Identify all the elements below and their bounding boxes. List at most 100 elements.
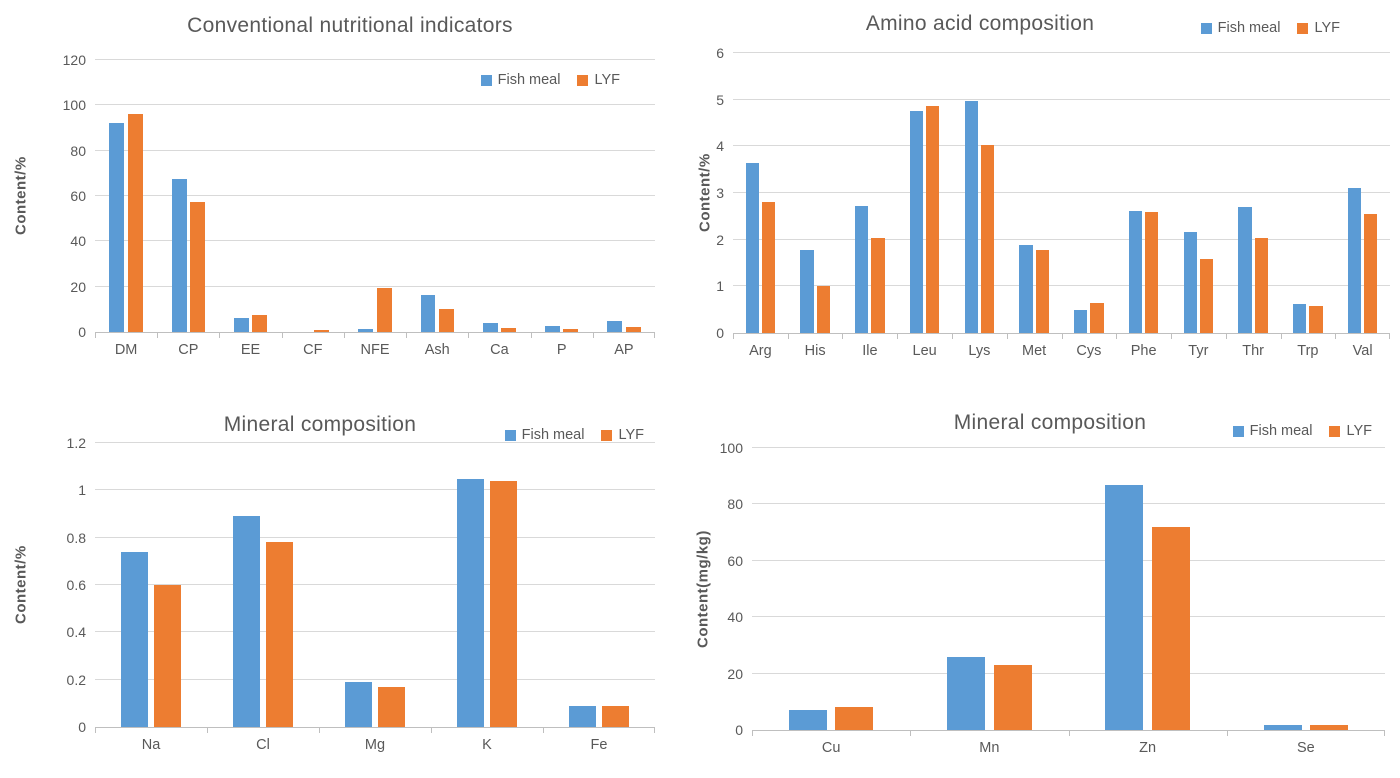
bar-fish-meal-K — [457, 478, 484, 727]
x-category-label: Thr — [1242, 343, 1264, 359]
bar-fish-meal-Lys — [964, 101, 978, 333]
x-category-label: Cl — [256, 737, 270, 753]
chart-legend: Fish meal LYF — [504, 427, 644, 443]
bar-fish-meal-Ile — [855, 206, 869, 333]
x-tick-mark — [95, 332, 96, 338]
x-category-label: DM — [114, 342, 138, 358]
bar-fish-meal-P — [545, 325, 560, 332]
x-category-label: Na — [141, 737, 161, 753]
x-tick-mark — [219, 332, 221, 338]
bar-fish-meal-Val — [1347, 188, 1362, 333]
gridline — [95, 59, 655, 60]
bar-lyf-P — [563, 329, 579, 332]
gridline — [95, 240, 655, 242]
x-tick-mark — [157, 332, 159, 338]
gridline — [95, 536, 655, 538]
y-tick-label: 5 — [716, 91, 724, 108]
bar-lyf-Cys — [1090, 303, 1104, 333]
y-tick-label: 0.2 — [66, 671, 86, 688]
x-category-label: Tyr — [1188, 343, 1209, 359]
x-category-label: Se — [1297, 740, 1315, 756]
gridline — [733, 238, 1390, 240]
bar-lyf-Thr — [1254, 237, 1268, 333]
y-axis-tick-labels: 0 20 40 60 80 100 120 — [0, 52, 86, 340]
x-tick-mark — [951, 333, 953, 339]
bar-fish-meal-Mg — [345, 682, 372, 727]
legend-swatch-fish-meal-icon — [480, 74, 492, 86]
chart-legend: Fish meal LYF — [1200, 20, 1340, 36]
chart-title: Amino acid composition — [865, 12, 1095, 35]
x-category-label: Lys — [968, 343, 991, 359]
x-tick-mark — [207, 727, 208, 733]
x-category-label: Ca — [490, 342, 509, 358]
bar-fish-meal-Phe — [1128, 210, 1143, 333]
bar-fish-meal-Se — [1263, 724, 1302, 730]
chart-mineral-composition-mgkg: Mineral composition Fish meal LYF Content… — [695, 389, 1400, 778]
bar-lyf-Trp — [1309, 306, 1323, 333]
x-category-label: Ile — [862, 343, 878, 359]
gridline — [752, 503, 1385, 505]
gridline — [733, 145, 1390, 147]
chart-title: Mineral composition — [953, 411, 1147, 434]
y-tick-label: 0.8 — [66, 529, 86, 546]
chart-amino-acid-composition: Amino acid composition Fish meal LYF Cont… — [697, 0, 1400, 389]
bar-lyf-Se — [1310, 724, 1349, 730]
x-tick-mark — [1226, 730, 1228, 736]
chart-title: Conventional nutritional indicators — [187, 14, 513, 37]
chart-title: Mineral composition — [223, 413, 417, 436]
bar-lyf-NFE — [376, 287, 392, 332]
x-tick-mark — [787, 333, 789, 339]
bar-fish-meal-Met — [1019, 244, 1033, 333]
y-tick-label: 20 — [70, 278, 86, 295]
plot-area — [752, 447, 1385, 736]
bar-lyf-CF — [314, 329, 330, 332]
legend-swatch-fish-meal-icon — [504, 429, 516, 441]
y-tick-label: 40 — [70, 233, 86, 250]
x-tick-mark — [1006, 333, 1008, 339]
legend-item: LYF — [577, 72, 620, 88]
legend-label: Fish meal — [1249, 423, 1313, 439]
bar-lyf-Ash — [438, 308, 454, 332]
chart-legend: Fish meal LYF — [1232, 423, 1372, 439]
bar-fish-meal-Cys — [1074, 310, 1088, 333]
legend-item: Fish meal — [504, 427, 584, 443]
y-tick-label: 1 — [78, 482, 86, 499]
gridline — [95, 678, 655, 680]
x-category-label: CF — [303, 342, 323, 358]
x-tick-mark — [530, 332, 532, 338]
bar-lyf-Tyr — [1199, 258, 1213, 333]
legend-item: Fish meal — [1200, 20, 1280, 36]
y-tick-label: 0 — [735, 722, 743, 738]
chart-conventional-nutritional-indicators: Conventional nutritional indicators Fish… — [0, 0, 700, 389]
x-tick-mark — [1116, 333, 1118, 339]
y-tick-label: 1.2 — [66, 435, 86, 451]
bar-fish-meal-Mn — [947, 656, 985, 730]
y-tick-label: 100 — [62, 97, 86, 114]
x-category-label: Arg — [749, 343, 772, 359]
legend-label: Fish meal — [497, 72, 561, 88]
x-axis-category-labels: DM CP EE CF NFE Ash Ca P AP — [95, 342, 655, 362]
x-category-label: P — [556, 342, 567, 358]
gridline — [733, 98, 1390, 100]
gridline — [752, 559, 1385, 561]
bar-fish-meal-EE — [233, 317, 249, 332]
gridline — [752, 616, 1385, 618]
y-tick-label: 40 — [727, 609, 743, 626]
x-axis-category-labels: Cu Mn Zn Se — [752, 740, 1385, 760]
x-category-label: Met — [1022, 343, 1047, 359]
x-category-label: Leu — [912, 343, 937, 359]
legend-label: LYF — [1314, 20, 1340, 36]
legend-item: LYF — [1297, 20, 1340, 36]
x-tick-mark — [1061, 333, 1063, 339]
y-tick-label: 80 — [727, 496, 743, 513]
y-tick-label: 0 — [716, 325, 724, 341]
bar-lyf-Met — [1035, 249, 1049, 333]
bar-lyf-DM — [127, 114, 143, 332]
y-tick-label: 4 — [716, 138, 724, 155]
legend-label: LYF — [618, 427, 644, 443]
x-category-label: NFE — [360, 342, 390, 358]
y-tick-label: 0 — [78, 719, 86, 735]
bar-fish-meal-Tyr — [1183, 232, 1197, 333]
y-tick-label: 2 — [716, 231, 724, 248]
bar-lyf-Mn — [993, 665, 1032, 730]
